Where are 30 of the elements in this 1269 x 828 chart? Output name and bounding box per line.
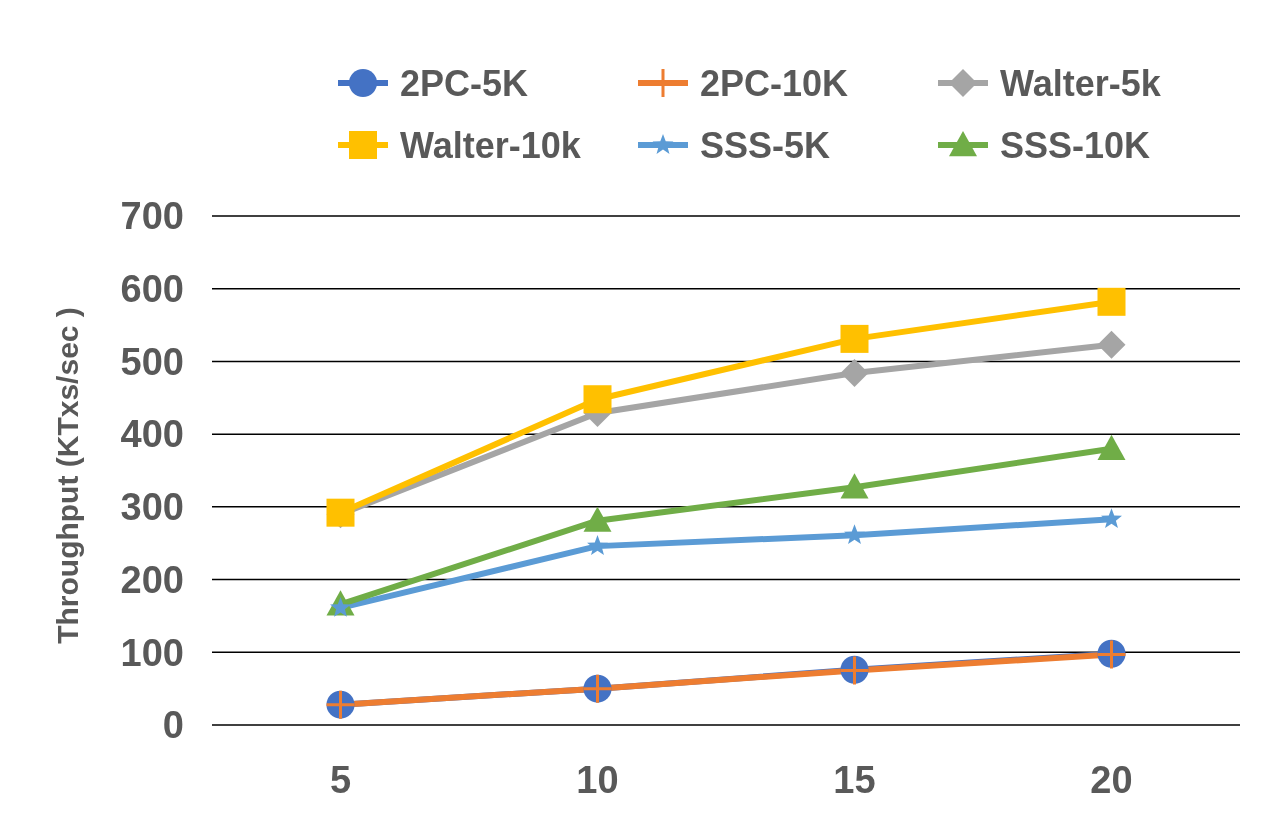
legend-label: 2PC-5K	[400, 62, 529, 104]
x-tick-label: 15	[833, 759, 876, 801]
point	[583, 385, 612, 414]
x-tick-label: 10	[576, 759, 619, 801]
legend-label: Walter-5k	[1000, 62, 1162, 104]
point	[1097, 287, 1126, 316]
y-tick-label: 600	[120, 268, 184, 311]
y-axis-title: Throughput (KTxs/sec )	[51, 307, 84, 644]
y-tick-label: 200	[120, 558, 184, 601]
y-tick-label: 100	[120, 631, 184, 674]
legend-label: 2PC-10K	[700, 62, 849, 104]
point	[1101, 508, 1122, 529]
point	[844, 524, 865, 545]
point	[840, 359, 869, 388]
point	[840, 324, 869, 353]
x-tick-label: 20	[1090, 759, 1133, 801]
y-tick-label: 400	[120, 413, 184, 456]
point	[587, 535, 608, 556]
x-tick-label: 5	[329, 759, 352, 801]
legend-label: Walter-10k	[400, 124, 582, 166]
point	[583, 506, 612, 532]
y-tick-label: 500	[120, 340, 184, 383]
point	[840, 473, 869, 499]
point	[1097, 330, 1126, 359]
legend-label: SSS-10K	[1000, 124, 1151, 166]
y-tick-label: 300	[120, 486, 184, 529]
y-tick-label: 700	[120, 195, 184, 238]
y-tick-label: 0	[162, 704, 184, 747]
point	[1097, 434, 1126, 460]
legend-label: SSS-5K	[700, 124, 831, 166]
